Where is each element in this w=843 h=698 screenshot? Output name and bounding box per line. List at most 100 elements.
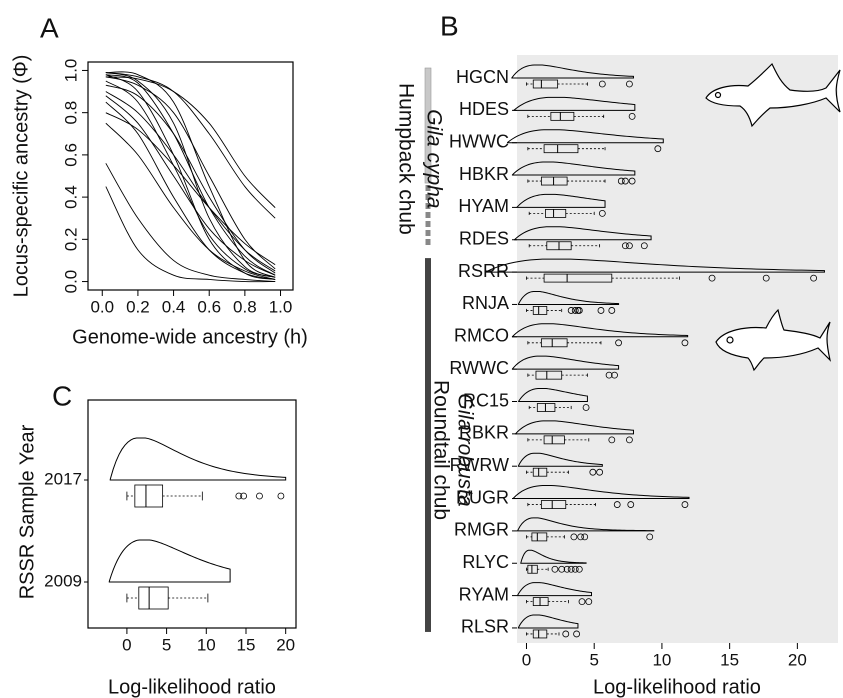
group-name: Roundtail chub — [429, 380, 452, 520]
x-tick-label: 5 — [589, 650, 598, 669]
outlier — [575, 307, 583, 314]
category-label: RNJA — [462, 293, 509, 313]
category-label: 2017 — [44, 469, 82, 488]
fish-body — [715, 308, 832, 372]
panel-label: A — [40, 12, 59, 43]
category-label: RDES — [459, 229, 509, 249]
y-axis-label: RSSR Sample Year — [16, 424, 38, 599]
outlier — [611, 371, 618, 379]
outlier — [762, 274, 770, 282]
violin — [109, 437, 287, 481]
outlier — [621, 177, 629, 185]
fish-body — [705, 62, 841, 128]
outlier — [597, 307, 605, 314]
outlier — [563, 565, 571, 573]
violin — [512, 485, 690, 500]
category-label: RUGR — [456, 487, 509, 507]
box — [532, 306, 548, 315]
box — [536, 403, 556, 412]
category-label: RSRR — [458, 261, 509, 281]
roundtail-fish-icon — [715, 308, 832, 372]
violin — [485, 258, 825, 273]
outlier — [240, 492, 248, 500]
x-tick-label: 15 — [237, 635, 256, 654]
x-tick-label: 0 — [122, 635, 131, 654]
group-bar — [424, 67, 432, 184]
outlier — [681, 339, 689, 347]
x-tick-label: 0.0 — [90, 297, 114, 316]
outlier — [256, 492, 263, 500]
curve — [105, 74, 276, 280]
box — [550, 111, 575, 121]
x-tick-label: 15 — [720, 650, 739, 669]
curve — [105, 163, 276, 283]
panel-label: C — [52, 380, 72, 411]
category-label: HDES — [459, 99, 509, 119]
x-tick-label: 0 — [522, 650, 531, 669]
fish-eye — [726, 336, 734, 344]
outlier — [628, 112, 636, 120]
y-tick-label: 1.0 — [61, 59, 80, 83]
violin — [516, 193, 606, 208]
box — [531, 532, 548, 542]
curve — [105, 72, 276, 278]
curve — [105, 112, 276, 266]
outlier — [585, 598, 593, 605]
y-tick-label: 0.2 — [61, 228, 80, 252]
outlier — [626, 80, 633, 88]
violin — [517, 452, 603, 467]
category-label: RYAM — [459, 584, 509, 604]
category-label: RLYC — [462, 552, 509, 572]
outlier — [640, 242, 648, 250]
box — [134, 484, 164, 508]
category-label: RWRW — [450, 455, 509, 475]
outlier — [627, 501, 635, 508]
violin — [511, 323, 689, 338]
curve — [105, 72, 276, 219]
violin — [520, 549, 587, 564]
box — [532, 597, 549, 606]
outlier — [581, 533, 589, 541]
y-tick-label: 0.6 — [61, 143, 80, 167]
outlier — [615, 339, 622, 347]
outlier — [551, 565, 559, 573]
outlier — [605, 371, 613, 379]
outlier — [617, 177, 625, 185]
box — [543, 435, 565, 445]
violin — [517, 582, 592, 597]
curve — [105, 101, 276, 280]
box — [543, 273, 613, 283]
outlier — [571, 307, 579, 314]
violin — [511, 64, 634, 79]
box — [540, 338, 568, 348]
outlier — [681, 501, 689, 508]
outlier — [654, 145, 662, 153]
curve — [105, 84, 276, 274]
outlier — [570, 533, 578, 541]
violin — [507, 129, 664, 144]
outlier — [646, 533, 654, 541]
outlier — [589, 468, 597, 476]
y-tick-label: 0.4 — [61, 185, 80, 209]
humpback-fish-icon — [705, 62, 841, 128]
category-label: HBKR — [459, 164, 509, 184]
x-tick-label: 0.2 — [126, 297, 150, 316]
box — [532, 467, 548, 477]
category-label: HGCN — [456, 67, 509, 87]
x-tick-label: 0.4 — [162, 297, 186, 316]
curve — [105, 76, 276, 208]
outlier — [613, 501, 621, 508]
outlier — [235, 492, 243, 500]
outlier — [567, 307, 575, 314]
outlier — [596, 468, 604, 476]
category-label: RMCO — [454, 326, 509, 346]
group-species: Gila cypha — [422, 109, 445, 208]
group-species: Gila robusta — [453, 393, 476, 506]
box — [535, 370, 563, 380]
outlier — [558, 565, 566, 573]
outlier — [577, 533, 585, 541]
y-tick-label: 0.0 — [61, 270, 80, 294]
violin — [108, 539, 231, 583]
box — [540, 500, 567, 509]
